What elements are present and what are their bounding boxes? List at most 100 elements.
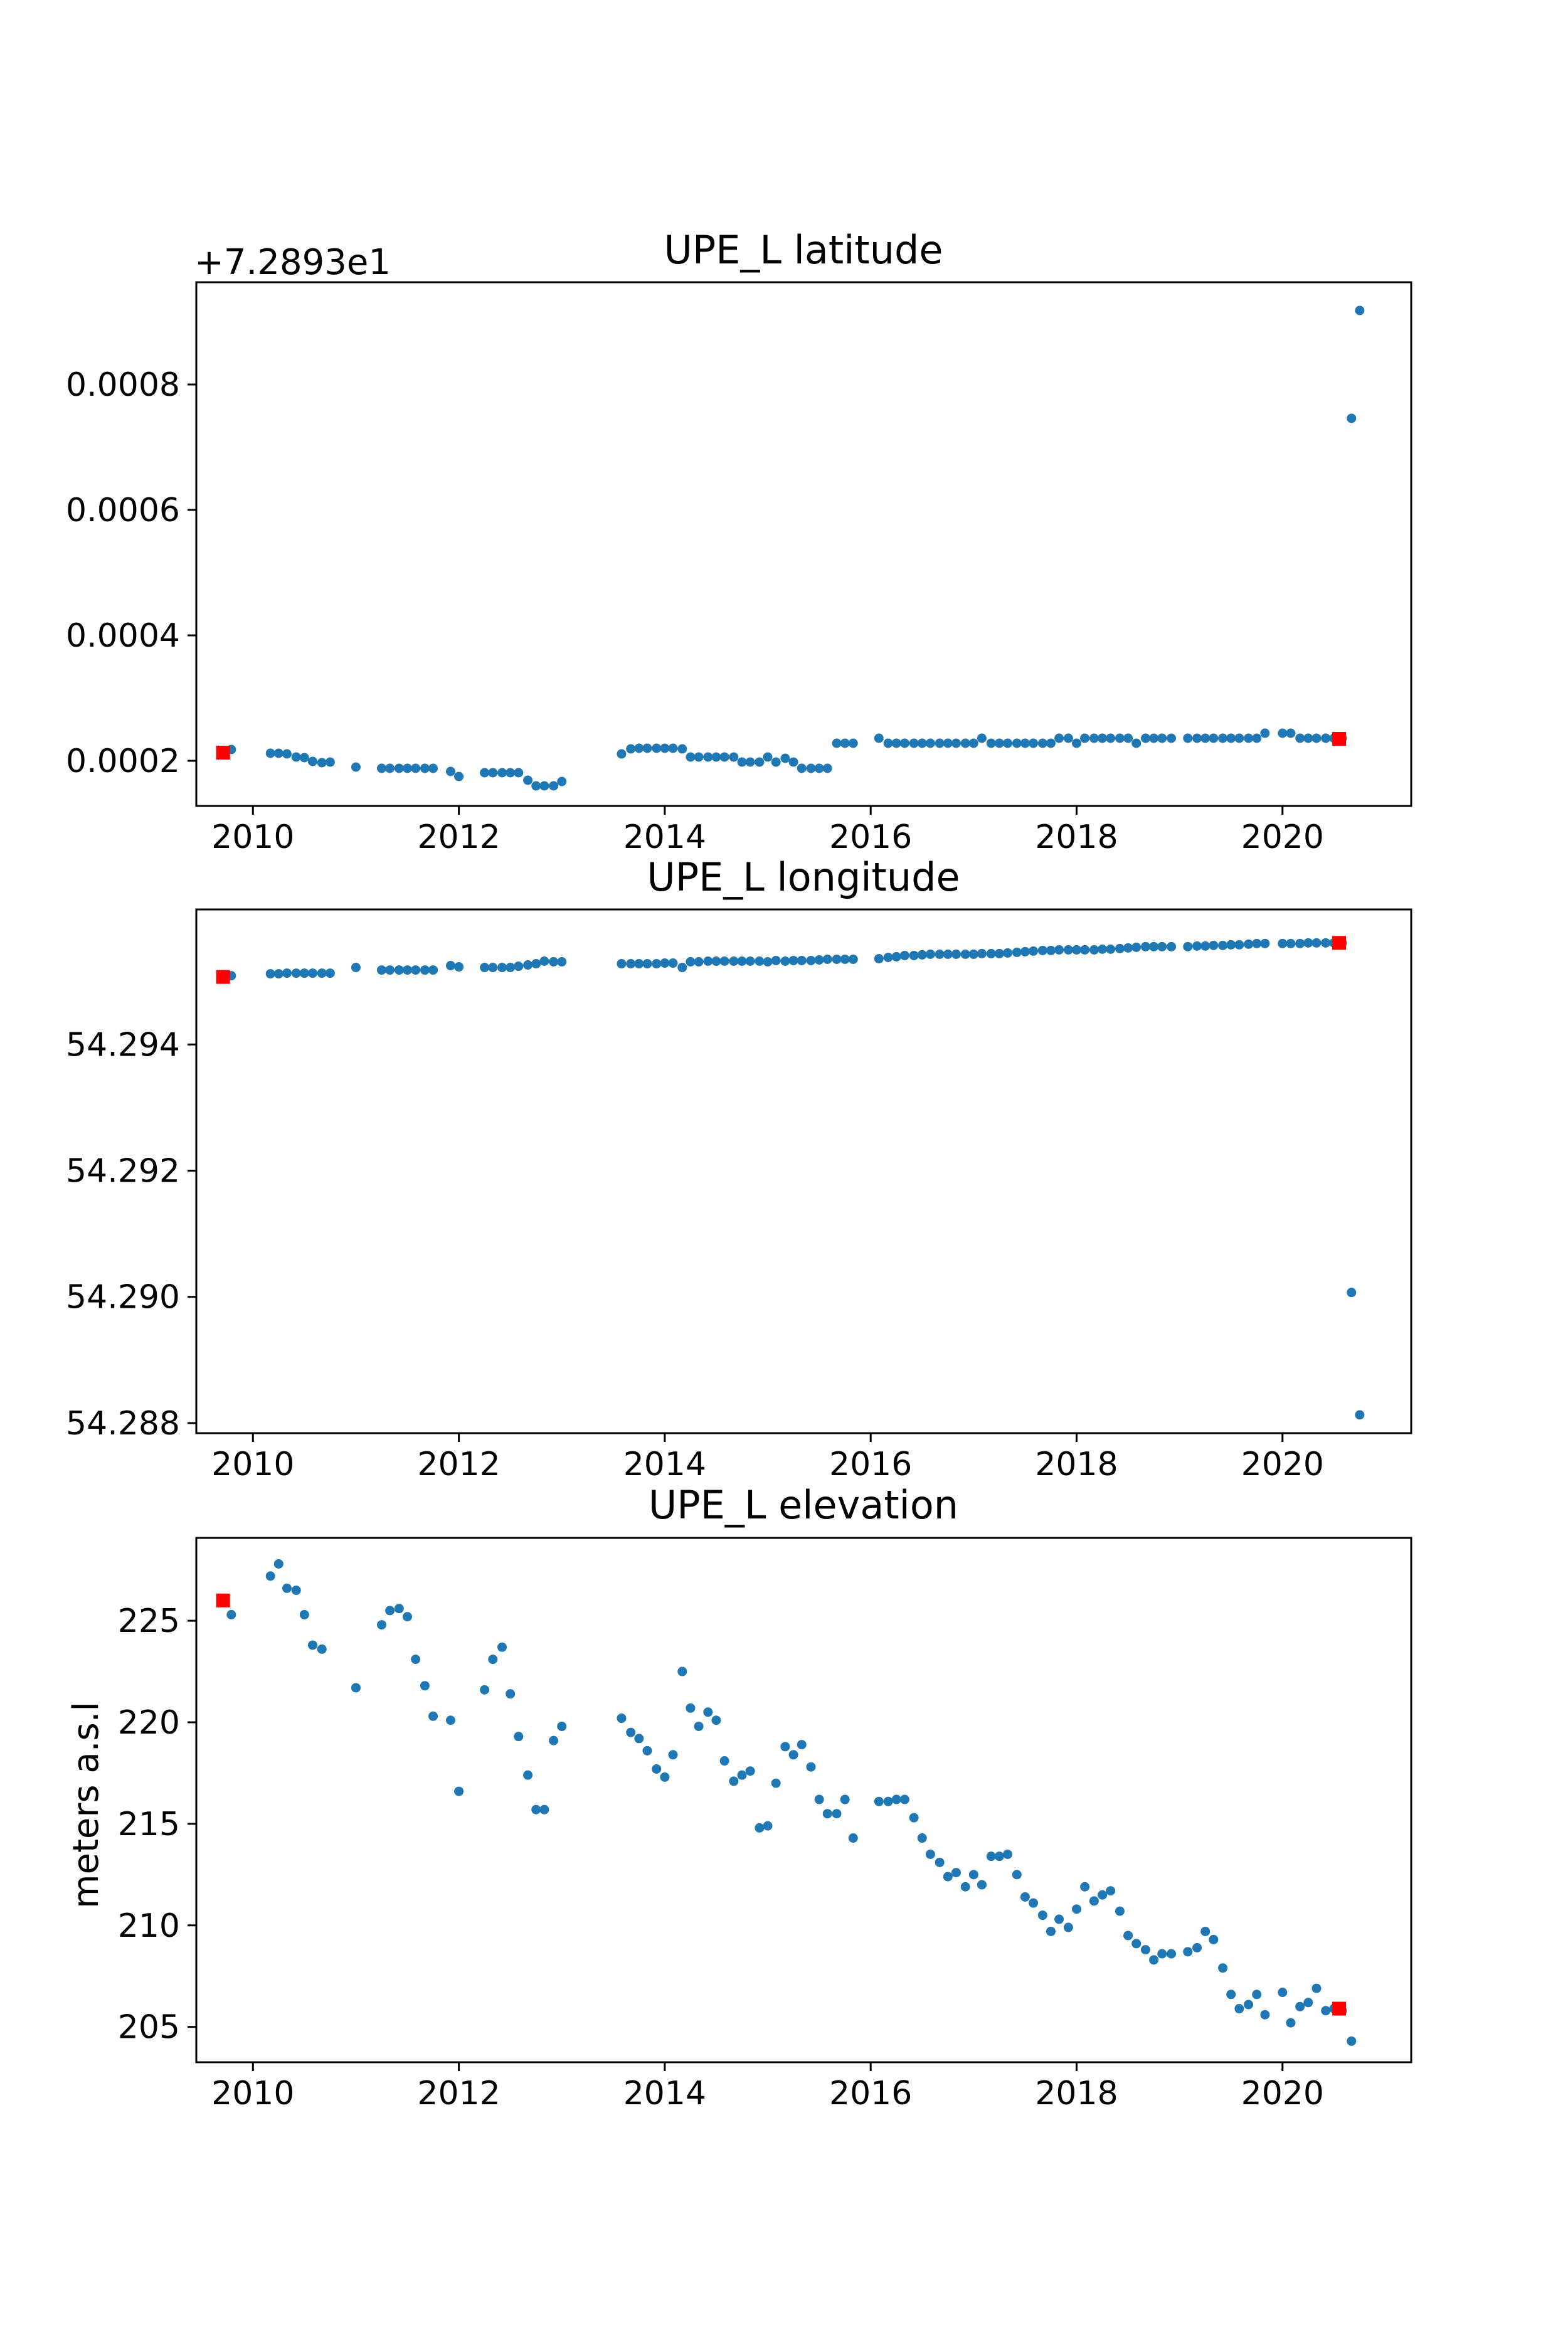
latitude-data-point [832, 738, 842, 748]
latitude-offset-label: +7.2893e1 [194, 242, 391, 283]
elevation-data-point [755, 1823, 765, 1833]
latitude-data-point [737, 757, 747, 767]
latitude-data-point [523, 775, 533, 785]
latitude-data-point [935, 738, 945, 748]
elevation-data-point [694, 1721, 704, 1731]
elevation-data-point [376, 1620, 386, 1630]
longitude-data-point [909, 950, 919, 960]
latitude-data-point [1080, 733, 1090, 743]
elevation-data-point [557, 1721, 567, 1731]
latitude-data-point [1012, 738, 1022, 748]
elevation-data-point [531, 1804, 541, 1814]
longitude-plot-area: 2010 2012 2014 2016 2018 2020 54.288 54.290 54.2… [66, 908, 1412, 1483]
latitude-data-point [883, 738, 893, 748]
longitude-data-point [1046, 945, 1056, 955]
elevation-x-tick-label: 2012 [417, 2075, 500, 2112]
elevation-data-point [1311, 1983, 1322, 1993]
elevation-data-point [1234, 2004, 1244, 2014]
latitude-data-point [1209, 733, 1219, 743]
elevation-data-point [1089, 1896, 1099, 1906]
latitude-data-point [899, 738, 909, 748]
longitude-data-point [848, 954, 858, 964]
elevation-data-point [1003, 1849, 1013, 1859]
latitude-data-point [1072, 738, 1082, 748]
longitude-data-point [1037, 945, 1047, 955]
latitude-data-point [917, 738, 927, 748]
longitude-x-tick-label: 2020 [1241, 1446, 1324, 1483]
elevation-data-point [822, 1809, 832, 1819]
elevation-data-point [943, 1872, 953, 1882]
longitude-data-point [1072, 945, 1082, 955]
longitude-data-point [1183, 941, 1193, 951]
latitude-data-point [1003, 738, 1013, 748]
latitude-data-point [376, 763, 386, 773]
longitude-data-point [977, 948, 987, 958]
latitude-data-point [557, 776, 567, 787]
latitude-data-point [1106, 733, 1116, 743]
longitude-data-point [1080, 945, 1090, 955]
elevation-data-point [273, 1559, 283, 1569]
latitude-data-point [1089, 733, 1099, 743]
elevation-data-point [307, 1640, 317, 1650]
longitude-data-point [523, 960, 533, 970]
latitude-data-point [1234, 733, 1244, 743]
longitude-data-point [1295, 938, 1305, 948]
longitude-data-point [1218, 940, 1228, 950]
longitude-data-point [1347, 1288, 1357, 1298]
elevation-data-point [1295, 2001, 1305, 2011]
elevation-data-point [411, 1655, 421, 1665]
longitude-data-point [763, 957, 773, 967]
elevation-data-point [968, 1870, 978, 1880]
elevation-data-point [488, 1655, 498, 1665]
elevation-data-point [642, 1745, 652, 1756]
latitude-axes-frame [195, 281, 1412, 807]
latitude-data-point [788, 757, 798, 767]
latitude-data-point [729, 752, 739, 762]
elevation-y-tick-label: 220 [118, 1704, 180, 1742]
longitude-data-point [1029, 946, 1039, 956]
elevation-data-point [265, 1571, 275, 1581]
latitude-data-point [874, 733, 884, 743]
longitude-x-tick-label: 2012 [417, 1446, 500, 1483]
elevation-data-point [977, 1880, 987, 1890]
longitude-data-point [420, 965, 430, 975]
longitude-x-tick-label: 2010 [211, 1446, 294, 1483]
elevation-data-point [1218, 1963, 1228, 1973]
elevation-data-point [226, 1609, 236, 1619]
longitude-data-point [822, 954, 832, 964]
elevation-data-point [480, 1685, 490, 1695]
longitude-data-point [1286, 938, 1296, 948]
longitude-data-point [1098, 944, 1108, 954]
longitude-data-point [557, 957, 567, 967]
elevation-data-point [497, 1642, 507, 1652]
latitude-data-point [1355, 305, 1365, 315]
longitude-data-point [376, 965, 386, 975]
elevation-data-point [1183, 1947, 1193, 1957]
latitude-data-point [1167, 733, 1177, 743]
latitude-data-point [1347, 413, 1357, 423]
elevation-data-point [1063, 1922, 1073, 1932]
latitude-data-point [445, 766, 455, 776]
latitude-data-point [454, 771, 464, 781]
longitude-data-point [1167, 941, 1177, 951]
latitude-x-tick-label: 2018 [1035, 818, 1118, 856]
elevation-data-point [711, 1715, 721, 1725]
latitude-data-point [1157, 733, 1167, 743]
latitude-data-point [506, 768, 516, 778]
longitude-data-point [307, 968, 317, 978]
elevation-x-tick-label: 2014 [623, 2075, 706, 2112]
longitude-panel: UPE_L longitude 2010 2012 2014 2016 2018 2020… [66, 854, 1412, 1483]
latitude-plot-area: 2010 2012 2014 2016 2018 2020 0.0002 0.0004 0.00… [66, 281, 1412, 856]
latitude-data-point [994, 738, 1004, 748]
elevation-data-point [454, 1786, 464, 1796]
latitude-data-point [428, 763, 438, 773]
latitude-data-point [1311, 733, 1322, 743]
elevation-data-point [925, 1849, 935, 1859]
latitude-data-point [925, 738, 935, 748]
elevation-data-point [1200, 1926, 1210, 1936]
longitude-reference-marker [216, 970, 230, 984]
latitude-y-tick-label: 0.0004 [66, 617, 180, 655]
latitude-data-point [909, 738, 919, 748]
latitude-data-point [273, 748, 283, 758]
latitude-x-tick-label: 2020 [1241, 818, 1324, 856]
